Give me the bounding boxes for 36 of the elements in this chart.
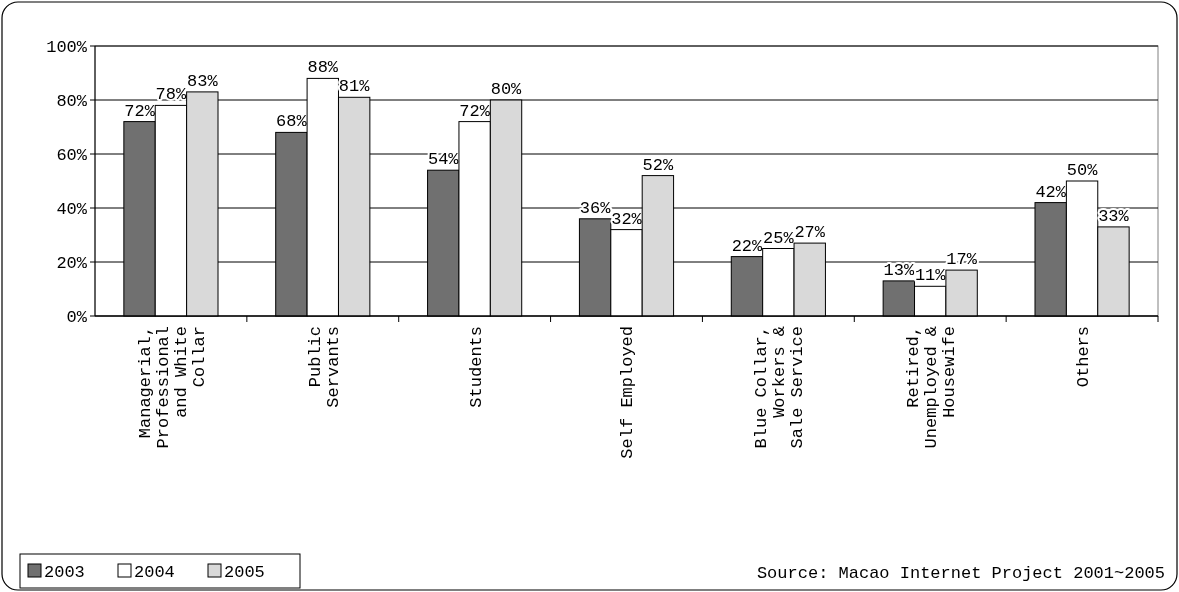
- y-tick-label: 60%: [56, 145, 88, 165]
- data-label: 42%: [1035, 182, 1067, 202]
- legend-label: 2003: [44, 562, 85, 582]
- x-tick-label: Retired, Unemployed & Housewife: [904, 326, 960, 449]
- data-label: 52%: [642, 155, 674, 175]
- data-label: 88%: [307, 58, 339, 78]
- y-tick-label: 40%: [56, 199, 88, 219]
- data-label: 32%: [611, 209, 643, 229]
- y-tick-label: 20%: [56, 253, 88, 273]
- data-label: 17%: [946, 250, 978, 270]
- data-label: 36%: [579, 198, 612, 218]
- legend-label: 2004: [134, 562, 175, 582]
- data-label: 68%: [276, 112, 308, 132]
- data-label: 81%: [338, 77, 371, 97]
- legend-label: 2005: [224, 562, 265, 582]
- y-tick-label: 100%: [46, 37, 88, 57]
- y-tick-label: 0%: [66, 307, 88, 327]
- data-label: 50%: [1066, 161, 1099, 180]
- data-label: 27%: [794, 223, 826, 243]
- x-tick-label: Managerial, Professional and White Collar: [135, 326, 209, 449]
- x-tick-label: Others: [1074, 326, 1094, 388]
- x-tick-label: Public Servants: [305, 326, 343, 408]
- data-label: 33%: [1098, 206, 1130, 226]
- data-label: 83%: [187, 71, 219, 91]
- data-label: 13%: [883, 260, 915, 280]
- x-tick-label: Self Employed: [618, 326, 638, 459]
- data-label: 72%: [124, 101, 156, 121]
- data-label: 72%: [459, 101, 491, 121]
- x-tick-label: Students: [466, 326, 486, 408]
- data-label: 78%: [155, 85, 188, 105]
- source-note: Source: Macao Internet Project 2001~2005: [756, 564, 1165, 583]
- x-tick-label: Blue Collar, Workers & Sale Service: [752, 326, 808, 449]
- data-label: 22%: [731, 236, 764, 256]
- data-label: 80%: [490, 80, 523, 99]
- y-tick-label: 80%: [56, 91, 88, 111]
- data-label: 25%: [763, 228, 795, 248]
